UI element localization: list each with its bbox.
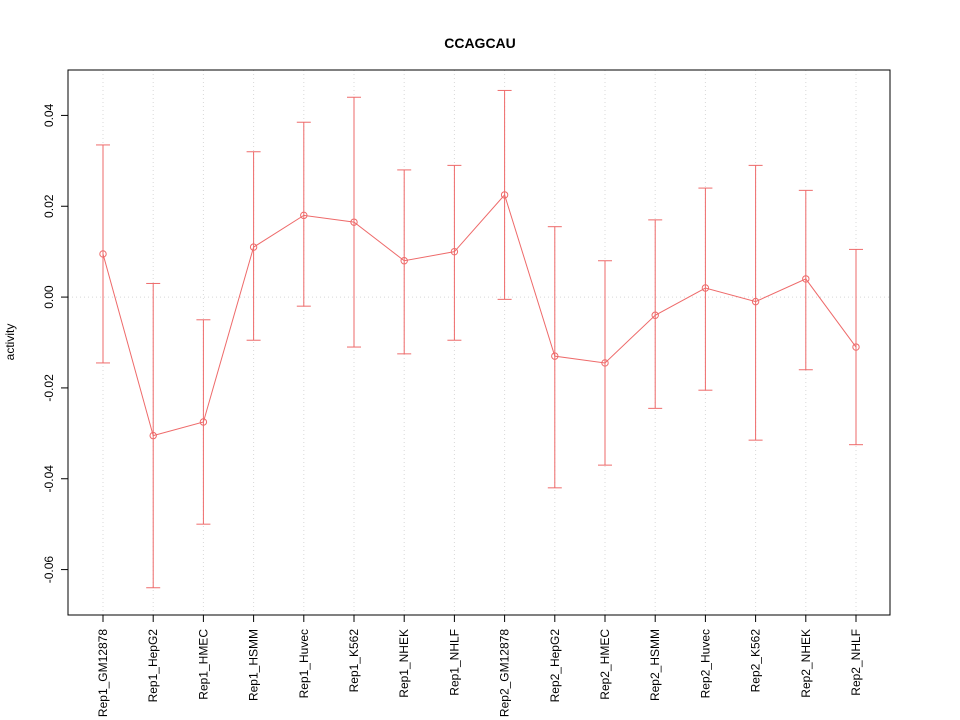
data-point [651, 311, 659, 319]
data-point [802, 275, 810, 283]
data-point [751, 297, 760, 306]
x-tick-label: Rep1_HepG2 [146, 629, 160, 703]
x-tick-label: Rep1_NHLF [447, 629, 461, 696]
data-point [852, 343, 860, 351]
x-tick-label: Rep2_HepG2 [548, 629, 562, 703]
data-point [249, 243, 258, 251]
data-point [551, 352, 559, 360]
data-point [300, 211, 308, 220]
x-tick-label: Rep2_K562 [749, 629, 763, 693]
x-tick-label: Rep2_NHLF [849, 629, 863, 696]
chart-title: CCAGCAU [444, 35, 516, 51]
x-tick-label: Rep1_K562 [347, 629, 361, 693]
y-tick-label: -0.04 [42, 465, 56, 493]
data-point [701, 284, 710, 292]
x-tick-label: Rep1_GM12878 [96, 629, 110, 717]
data-points [99, 191, 860, 440]
data-point [500, 191, 509, 199]
y-tick-label: -0.02 [42, 374, 56, 402]
x-tick-label: Rep1_HSMM [247, 629, 261, 701]
data-point [450, 247, 459, 256]
x-tick-label: Rep2_GM12878 [498, 629, 512, 717]
plot-border [67, 69, 891, 616]
x-axis-ticks: Rep1_GM12878 Rep1_HepG2 Rep1_HMEC Rep1_HSMM… [96, 615, 863, 717]
x-tick-label: Rep1_Huvec [297, 629, 311, 698]
error-bars [96, 89, 863, 589]
data-point [149, 431, 157, 440]
x-gridlines [102, 70, 857, 615]
x-tick-label: Rep2_HMEC [598, 629, 612, 700]
x-tick-label: Rep1_NHEK [397, 629, 411, 698]
data-point [601, 359, 609, 367]
data-point [350, 218, 358, 226]
series-line [102, 193, 857, 437]
x-tick-label: Rep2_HSMM [648, 629, 662, 701]
data-point [400, 257, 408, 265]
y-tick-label: -0.06 [42, 556, 56, 584]
x-tick-label: Rep1_HMEC [196, 629, 210, 700]
y-tick-label: 0.02 [42, 194, 56, 218]
x-tick-label: Rep2_NHEK [799, 629, 813, 698]
y-tick-label: 0.00 [42, 285, 56, 309]
y-axis-label: activity [3, 323, 17, 361]
y-tick-label: 0.04 [42, 103, 56, 127]
x-tick-label: Rep2_Huvec [698, 629, 712, 698]
data-point [99, 250, 107, 258]
y-axis-ticks: -0.06 -0.04 -0.02 0.00 0.02 0.04 [42, 103, 68, 583]
data-point [199, 418, 208, 426]
